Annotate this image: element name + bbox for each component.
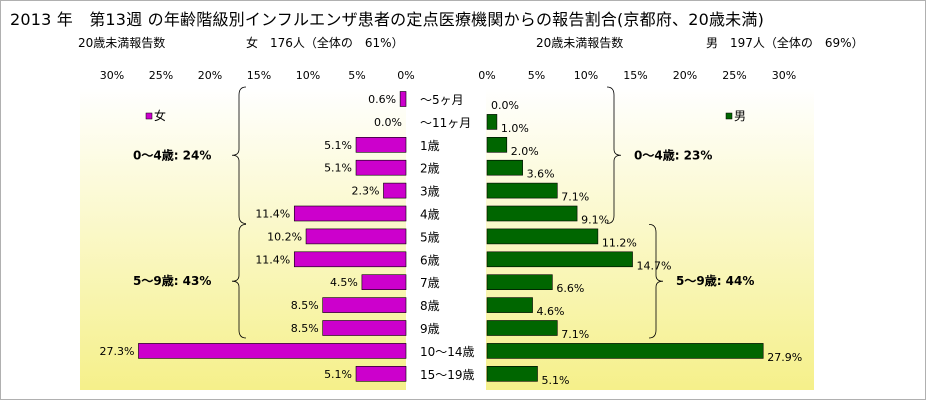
male-legend-swatch: [725, 112, 733, 120]
category-label: 6歳: [420, 253, 440, 267]
category-label: 9歳: [420, 322, 440, 336]
category-label: 15～19歳: [420, 368, 475, 382]
male-data-label: 4.6%: [537, 305, 565, 318]
female-data-label: 27.3%: [100, 345, 135, 358]
female-count-info: 女 176人（全体の 61%）: [246, 36, 404, 50]
male-axis-tick: 15%: [623, 69, 647, 82]
male-data-label: 7.1%: [561, 328, 589, 341]
female-group-annotation: 5～9歳: 43%: [133, 273, 211, 288]
female-bar: [361, 274, 407, 291]
category-label: 5歳: [420, 230, 440, 244]
female-data-label: 11.4%: [255, 208, 290, 221]
female-group-annotation: 0～4歳: 24%: [133, 147, 211, 162]
male-bar: [486, 182, 558, 199]
female-bar: [305, 228, 407, 245]
female-bar: [322, 297, 407, 313]
female-legend-swatch: [145, 112, 153, 120]
male-bar: [486, 251, 633, 268]
female-bar: [293, 251, 407, 268]
male-data-label: 14.7%: [637, 259, 672, 272]
female-data-label: 4.5%: [330, 276, 358, 289]
female-data-label: 10.2%: [267, 230, 302, 243]
female-axis-tick: 0%: [397, 69, 414, 82]
right-count-label: 20歳未満報告数: [536, 36, 624, 50]
female-bar: [355, 159, 407, 176]
female-axis-tick: 10%: [296, 69, 320, 82]
male-data-label: 6.6%: [556, 282, 584, 295]
female-bar: [322, 320, 407, 336]
female-axis-tick: 25%: [149, 69, 173, 82]
female-bar: [399, 91, 407, 107]
male-axis-tick: 25%: [722, 69, 746, 82]
male-data-label: 0.0%: [491, 99, 519, 112]
male-data-label: 9.1%: [581, 214, 609, 227]
male-count-info: 男 197人（全体の 69%）: [706, 36, 864, 50]
male-data-label: 27.9%: [767, 351, 802, 364]
male-data-label: 2.0%: [511, 145, 539, 158]
female-axis-tick: 30%: [100, 69, 124, 82]
female-bar: [293, 205, 407, 222]
female-data-label: 0.6%: [368, 93, 396, 106]
category-label: 4歳: [420, 208, 440, 222]
female-data-label: 5.1%: [324, 368, 352, 381]
category-label: 2歳: [420, 162, 440, 176]
male-axis-tick: 20%: [673, 69, 697, 82]
female-data-label: 5.1%: [324, 139, 352, 152]
male-bar: [486, 274, 553, 291]
female-bar: [138, 343, 407, 359]
female-bar: [383, 182, 407, 199]
female-data-label: 11.4%: [255, 253, 290, 266]
male-bar: [486, 320, 558, 336]
male-axis-tick: 10%: [574, 69, 598, 82]
male-data-label: 5.1%: [541, 374, 569, 387]
male-group-brace: [648, 224, 664, 339]
male-bar: [486, 297, 533, 313]
female-bar: [355, 137, 407, 153]
female-data-label: 5.1%: [324, 162, 352, 175]
male-bar: [486, 159, 523, 176]
male-bar: [486, 365, 538, 382]
male-bar: [486, 205, 578, 222]
female-axis-tick: 5%: [348, 69, 365, 82]
female-legend-label: 女: [154, 108, 166, 123]
male-axis-tick: 5%: [528, 69, 545, 82]
male-group-annotation: 0～4歳: 23%: [634, 147, 712, 162]
male-group-brace: [606, 86, 622, 224]
female-axis-tick: 20%: [198, 69, 222, 82]
category-label: ～5ヶ月: [420, 93, 464, 107]
chart-title: 2013 年 第13週 の年齢階級別インフルエンザ患者の定点医療機関からの報告割…: [10, 10, 765, 29]
female-axis-tick: 15%: [247, 69, 271, 82]
male-bar: [486, 137, 508, 153]
female-data-label: 0.0%: [374, 116, 402, 129]
female-group-brace: [231, 86, 247, 224]
female-data-label: 2.3%: [352, 185, 380, 198]
male-bar: [486, 228, 599, 245]
female-data-label: 8.5%: [291, 299, 319, 312]
male-group-annotation: 5～9歳: 44%: [676, 273, 754, 288]
male-data-label: 7.1%: [561, 191, 589, 204]
male-data-label: 3.6%: [527, 168, 555, 181]
category-label: 7歳: [420, 276, 440, 290]
female-group-brace: [231, 224, 247, 339]
category-label: 8歳: [420, 299, 440, 313]
category-label: 1歳: [420, 139, 440, 153]
male-bar: [486, 343, 764, 359]
male-data-label: 11.2%: [602, 236, 637, 249]
category-label: ～11ヶ月: [420, 116, 471, 130]
female-data-label: 8.5%: [291, 322, 319, 335]
female-bar: [355, 365, 407, 382]
category-label: 3歳: [420, 185, 440, 199]
male-axis-tick: 0%: [478, 69, 495, 82]
male-axis-tick: 30%: [772, 69, 796, 82]
male-data-label: 1.0%: [501, 122, 529, 135]
male-bar: [486, 114, 498, 130]
left-count-label: 20歳未満報告数: [78, 36, 166, 50]
category-label: 10～14歳: [420, 345, 475, 359]
male-legend-label: 男: [734, 109, 746, 123]
